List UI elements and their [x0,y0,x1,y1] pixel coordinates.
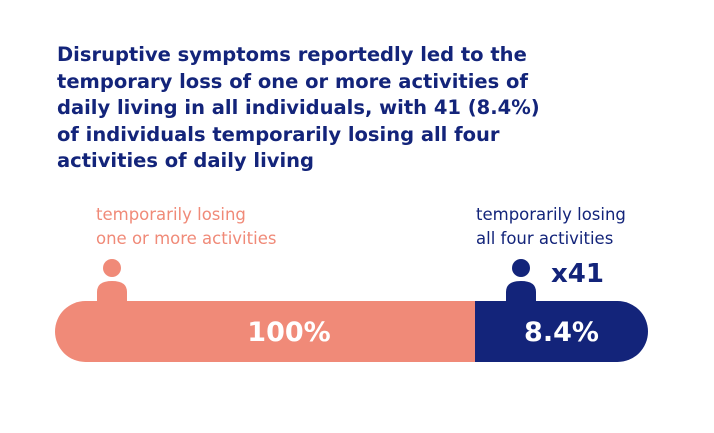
bar-segment-all-four [475,301,648,362]
title-line: daily living in all individuals, with 41… [57,96,540,119]
bar-segment-one-or-more [55,301,475,362]
data-label-8-4: 8.4% [524,317,599,348]
label-line: temporarily losing [96,205,246,224]
count-label: x41 [551,259,604,289]
label-line: one or more activities [96,229,277,248]
title-line: of individuals temporarily losing all fo… [57,122,500,146]
data-label-100: 100% [247,317,330,348]
chart-title: Disruptive symptoms reportedly led to th… [57,42,677,175]
title-line: activities of daily living [57,149,315,172]
label-line: all four activities [476,229,614,248]
person-icon [506,259,536,304]
person-icon [97,259,127,304]
label-line: temporarily losing [476,205,626,224]
one-or-more-label: temporarily losing one or more activitie… [96,203,276,251]
title-line: temporary loss of one or more activities… [57,69,528,93]
all-four-label: temporarily losing all four activities [476,203,626,251]
title-line: Disruptive symptoms reportedly led to th… [57,43,527,66]
